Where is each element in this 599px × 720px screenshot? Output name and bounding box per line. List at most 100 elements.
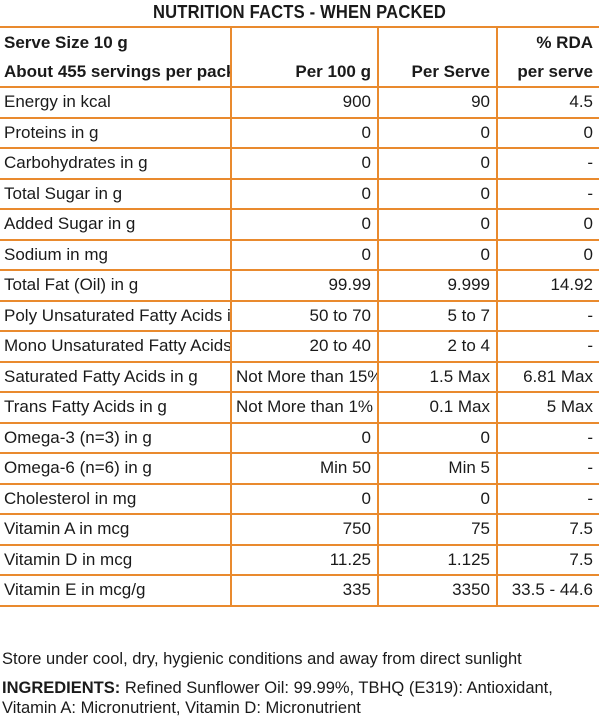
rda-value: 5 Max [496, 391, 599, 424]
storage-note: Store under cool, dry, hygienic conditio… [2, 650, 522, 668]
ingredients-label: INGREDIENTS: [2, 679, 121, 697]
per-100g-value: 750 [230, 513, 379, 546]
per-100g-value: 0 [230, 208, 379, 241]
rda-value: 0 [496, 116, 599, 149]
table-row: Total Fat (Oil) in g 99.99 9.999 14.92 [0, 269, 599, 302]
table-row: Energy in kcal 900 90 4.5 [0, 86, 599, 119]
table-row: Omega-6 (n=6) in g Min 50 Min 5- [0, 452, 599, 485]
nutrient-name: Vitamin A in mcg [0, 513, 232, 546]
nutrient-name: Total Fat (Oil) in g [0, 269, 232, 302]
rda-value: - [496, 299, 599, 332]
table-row: Trans Fatty Acids in g Not More than 1% 0.… [0, 391, 599, 424]
nutrient-name: Vitamin D in mcg [0, 543, 232, 576]
per-serve-value: 0 [377, 116, 498, 149]
per-serve-value: 0 [377, 421, 498, 454]
per-100g-value: 0 [230, 177, 379, 210]
per-100g-value: 50 to 70 [230, 299, 379, 332]
per-100g-value: 99.99 [230, 269, 379, 302]
servings-per-pack-label: About 455 servings per pack [0, 57, 232, 88]
nutrient-name: Poly Unsaturated Fatty Acids in g [0, 299, 232, 332]
nutrient-name: Added Sugar in g [0, 208, 232, 241]
rda-value: 0 [496, 238, 599, 271]
nutrient-name: Total Sugar in g [0, 177, 232, 210]
per-serve-value: 0 [377, 177, 498, 210]
table-row: Saturated Fatty Acids in g Not More than … [0, 360, 599, 393]
rda-value: - [496, 452, 599, 485]
per-100g-value: 0 [230, 238, 379, 271]
per-serve-value: 0 [377, 238, 498, 271]
nutrient-name: Cholesterol in mg [0, 482, 232, 515]
rda-value: - [496, 482, 599, 515]
per-100g-value: 0 [230, 116, 379, 149]
header-empty-cell [377, 26, 498, 57]
table-row: Poly Unsaturated Fatty Acids in g 50 to 7… [0, 299, 599, 332]
per-serve-value: 3350 [377, 574, 498, 607]
per-serve-value: 5 to 7 [377, 299, 498, 332]
per-100g-value: Not More than 1% [230, 391, 379, 424]
per-serve-value: 1.125 [377, 543, 498, 576]
ingredients-block: INGREDIENTS: Refined Sunflower Oil: 99.9… [2, 678, 596, 718]
ingredients-text: Refined Sunflower Oil: 99.99%, TBHQ (E31… [2, 679, 553, 717]
rda-header-bottom: per serve [496, 57, 599, 88]
nutrient-name: Carbohydrates in g [0, 147, 232, 180]
per-100g-value: 11.25 [230, 543, 379, 576]
per-100g-value: 335 [230, 574, 379, 607]
nutrient-name: Vitamin E in mcg/g [0, 574, 232, 607]
per-100g-value: Not More than 15% [230, 360, 379, 393]
nutrient-name: Energy in kcal [0, 86, 232, 119]
per-serve-value: 0 [377, 208, 498, 241]
rda-value: 6.81 Max [496, 360, 599, 393]
rda-value: 33.5 - 44.6 [496, 574, 599, 607]
nutrient-name: Sodium in mg [0, 238, 232, 271]
rda-value: 7.5 [496, 543, 599, 576]
table-row: Mono Unsaturated Fatty Acids in g20 to 4… [0, 330, 599, 363]
per-serve-value: 75 [377, 513, 498, 546]
rda-value: - [496, 147, 599, 180]
nutrient-name: Proteins in g [0, 116, 232, 149]
header-empty-cell [230, 26, 379, 57]
per-serve-value: 2 to 4 [377, 330, 498, 363]
rda-value: - [496, 330, 599, 363]
header-row-bottom: About 455 servings per pack Per 100 g Pe… [0, 57, 599, 88]
per-100g-value: 0 [230, 421, 379, 454]
nutrient-name: Mono Unsaturated Fatty Acids in g [0, 330, 232, 363]
per-serve-value: 0.1 Max [377, 391, 498, 424]
nutrient-name: Omega-6 (n=6) in g [0, 452, 232, 485]
per-serve-header: Per Serve [377, 57, 498, 88]
rda-value: 4.5 [496, 86, 599, 119]
per-100g-value: 900 [230, 86, 379, 119]
nutrient-name: Saturated Fatty Acids in g [0, 360, 232, 393]
serve-size-label: Serve Size 10 g [0, 26, 232, 57]
rda-header-top: % RDA [496, 26, 599, 57]
nutrition-facts-title: NUTRITION FACTS - WHEN PACKED [153, 2, 446, 22]
table-row: Cholesterol in mg 0 0- [0, 482, 599, 515]
per-100g-header: Per 100 g [230, 57, 379, 88]
rda-value: 7.5 [496, 513, 599, 546]
header-row-top: Serve Size 10 g % RDA [0, 26, 599, 57]
per-100g-value: Min 50 [230, 452, 379, 485]
rda-value: - [496, 421, 599, 454]
table-row: Sodium in mg 0 0 0 [0, 238, 599, 271]
nutrient-name: Omega-3 (n=3) in g [0, 421, 232, 454]
rda-value: 0 [496, 208, 599, 241]
per-serve-value: 9.999 [377, 269, 498, 302]
per-serve-value: 0 [377, 147, 498, 180]
table-row: Vitamin A in mcg 750 75 7.5 [0, 513, 599, 546]
per-100g-value: 20 to 40 [230, 330, 379, 363]
per-serve-value: 1.5 Max [377, 360, 498, 393]
table-row: Vitamin D in mcg 11.25 1.125 7.5 [0, 543, 599, 576]
nutrition-table: Serve Size 10 g % RDA About 455 servings… [0, 26, 599, 607]
rda-value: - [496, 177, 599, 210]
per-100g-value: 0 [230, 482, 379, 515]
per-serve-value: 90 [377, 86, 498, 119]
per-serve-value: 0 [377, 482, 498, 515]
rda-value: 14.92 [496, 269, 599, 302]
table-row: Vitamin E in mcg/g 335 3350 33.5 - 44.6 [0, 574, 599, 607]
per-serve-value: Min 5 [377, 452, 498, 485]
per-100g-value: 0 [230, 147, 379, 180]
nutrient-name: Trans Fatty Acids in g [0, 391, 232, 424]
